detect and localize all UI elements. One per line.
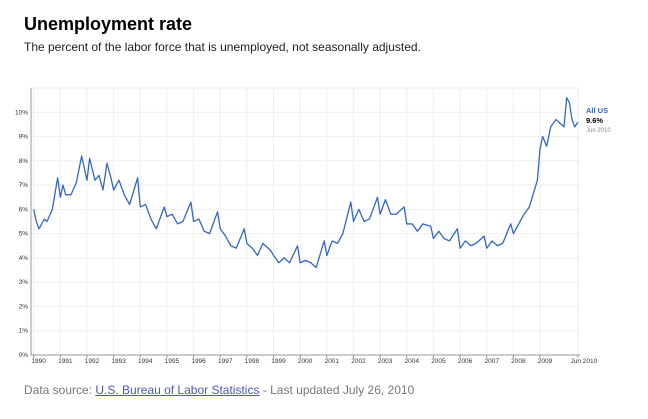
y-tick-label: 4% [19,255,29,262]
x-tick-label: 1990 [31,358,46,365]
x-tick-label: 1998 [245,358,260,365]
source-link[interactable]: U.S. Bureau of Labor Statistics [95,383,260,397]
x-tick-label: 1991 [58,358,73,365]
gridlines [31,87,580,355]
x-tick-label: 2001 [325,358,340,365]
y-tick-label: 1% [19,328,29,335]
y-tick-labels: 0% 1% 2% 3% 4% 5% 6% 7% 8% 9% 10% [15,109,28,359]
series-name-label: All US [586,106,608,115]
y-tick-label: 9% [19,134,29,141]
chart-subtitle: The percent of the labor force that is u… [24,40,421,54]
x-tick-label: Jun 2010 [570,358,597,365]
x-tick-label: 2006 [458,358,473,365]
footer-prefix: Data source: [24,383,96,397]
y-tick-label: 10% [15,109,28,116]
x-tick-label: 2002 [351,358,366,365]
axes [30,88,580,358]
x-tick-label: 2007 [484,358,499,365]
x-tick-label: 1993 [111,358,126,365]
series-line-all-us [33,97,579,269]
x-tick-label: 1992 [85,358,100,365]
series-last-date: Jun 2010 [586,128,611,134]
y-tick-label: 0% [19,352,29,359]
x-tick-label: 2003 [378,358,393,365]
x-tick-label: 1997 [218,358,233,365]
y-tick-label: 7% [19,182,29,189]
series-last-value: 9.6% [586,116,603,125]
y-tick-label: 8% [19,158,29,165]
x-tick-label: 1994 [138,358,153,365]
series-end-label: All US 9.6% Jun 2010 [586,106,611,134]
footer: Data source: U.S. Bureau of Labor Statis… [24,383,414,397]
chart-title: Unemployment rate [24,14,193,34]
x-tick-label: 2008 [511,358,526,365]
y-tick-label: 2% [19,303,29,310]
x-tick-label: 1996 [191,358,206,365]
x-tick-label: 1995 [165,358,180,365]
series-layer [33,97,579,269]
y-tick-label: 3% [19,279,29,286]
x-tick-label: 2004 [405,358,420,365]
x-tick-label: 2009 [538,358,553,365]
x-tick-label: 2000 [298,358,313,365]
y-tick-label: 5% [19,231,29,238]
footer-suffix: - Last updated July 26, 2010 [259,383,415,397]
y-tick-label: 6% [19,206,29,213]
x-tick-label: 2005 [431,358,446,365]
x-tick-labels: 1990 1991 1992 1993 1994 1995 1996 1997 1998 1999… [31,358,597,365]
x-tick-label: 1999 [271,358,286,365]
